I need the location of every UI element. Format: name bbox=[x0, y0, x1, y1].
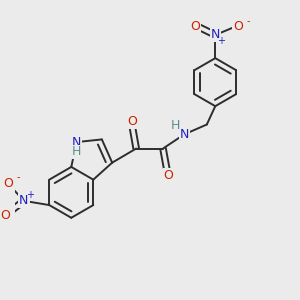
Text: +: + bbox=[218, 36, 226, 46]
Text: N: N bbox=[19, 194, 28, 207]
Text: O: O bbox=[0, 209, 10, 222]
Text: H: H bbox=[72, 146, 81, 158]
Text: N: N bbox=[72, 136, 81, 148]
Text: O: O bbox=[3, 176, 13, 190]
Text: -: - bbox=[247, 16, 250, 26]
Text: O: O bbox=[127, 115, 137, 128]
Text: -: - bbox=[16, 172, 20, 182]
Text: O: O bbox=[233, 20, 243, 33]
Text: O: O bbox=[164, 169, 174, 182]
Text: O: O bbox=[190, 20, 200, 33]
Text: N: N bbox=[211, 28, 220, 41]
Text: +: + bbox=[26, 190, 34, 200]
Text: H: H bbox=[171, 119, 180, 132]
Text: N: N bbox=[179, 128, 189, 141]
